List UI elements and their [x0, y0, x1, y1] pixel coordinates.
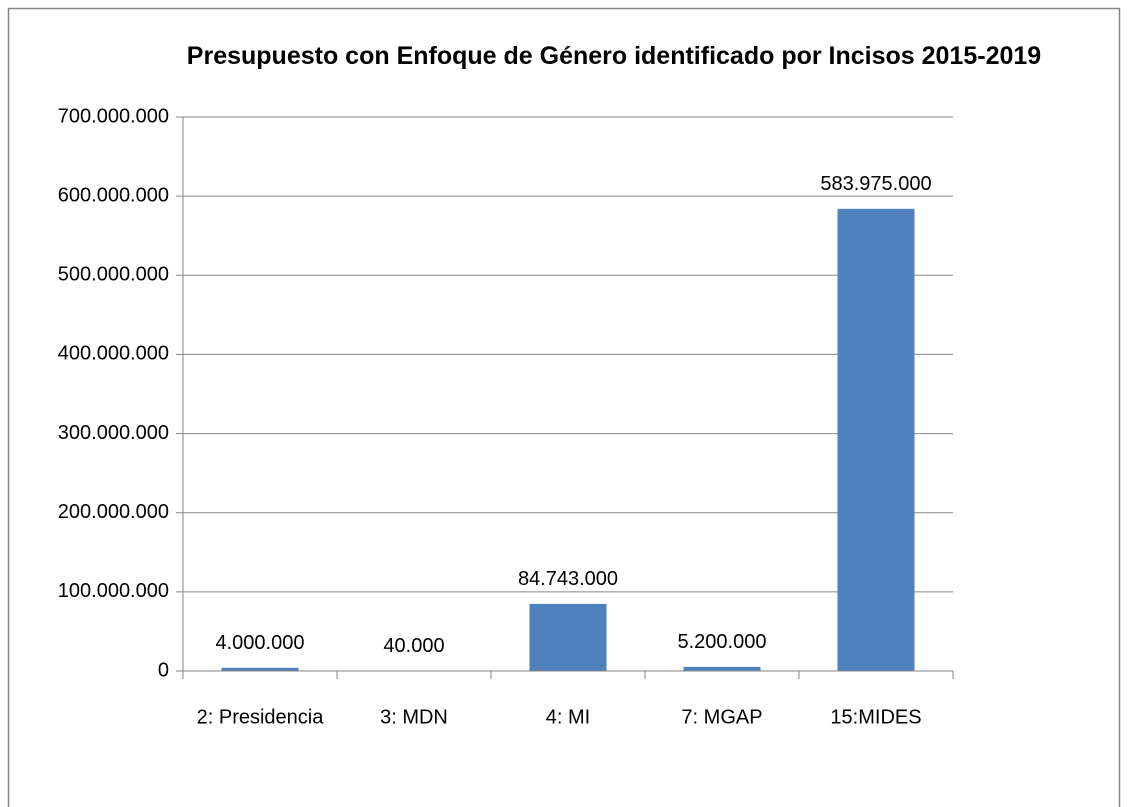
data-label: 40.000 — [383, 635, 444, 657]
y-tick-label: 300.000.000 — [58, 422, 169, 444]
bar — [683, 666, 761, 671]
x-tick-label: 7: MGAP — [681, 706, 762, 728]
data-label: 583.975.000 — [820, 173, 931, 195]
y-tick-label: 100.000.000 — [58, 580, 169, 602]
x-tick-label: 2: Presidencia — [197, 706, 325, 728]
x-tick-label: 4: MI — [546, 706, 590, 728]
chart-border — [7, 7, 1121, 807]
y-tick-label: 600.000.000 — [58, 184, 169, 206]
y-tick-label: 700.000.000 — [58, 105, 169, 127]
y-tick-label: 500.000.000 — [58, 264, 169, 286]
data-label: 84.743.000 — [518, 568, 618, 590]
data-label: 5.200.000 — [678, 631, 767, 653]
chart-title: Presupuesto con Enfoque de Género identi… — [186, 42, 1042, 70]
bar — [529, 603, 607, 671]
y-tick-label: 200.000.000 — [58, 501, 169, 523]
y-tick-label: 0 — [158, 659, 169, 681]
x-tick-label: 15:MIDES — [830, 706, 921, 728]
x-tick-label: 3: MDN — [380, 706, 448, 728]
bar — [221, 667, 299, 671]
data-label: 4.000.000 — [216, 632, 305, 654]
bar — [837, 208, 915, 671]
y-tick-label: 400.000.000 — [58, 343, 169, 365]
